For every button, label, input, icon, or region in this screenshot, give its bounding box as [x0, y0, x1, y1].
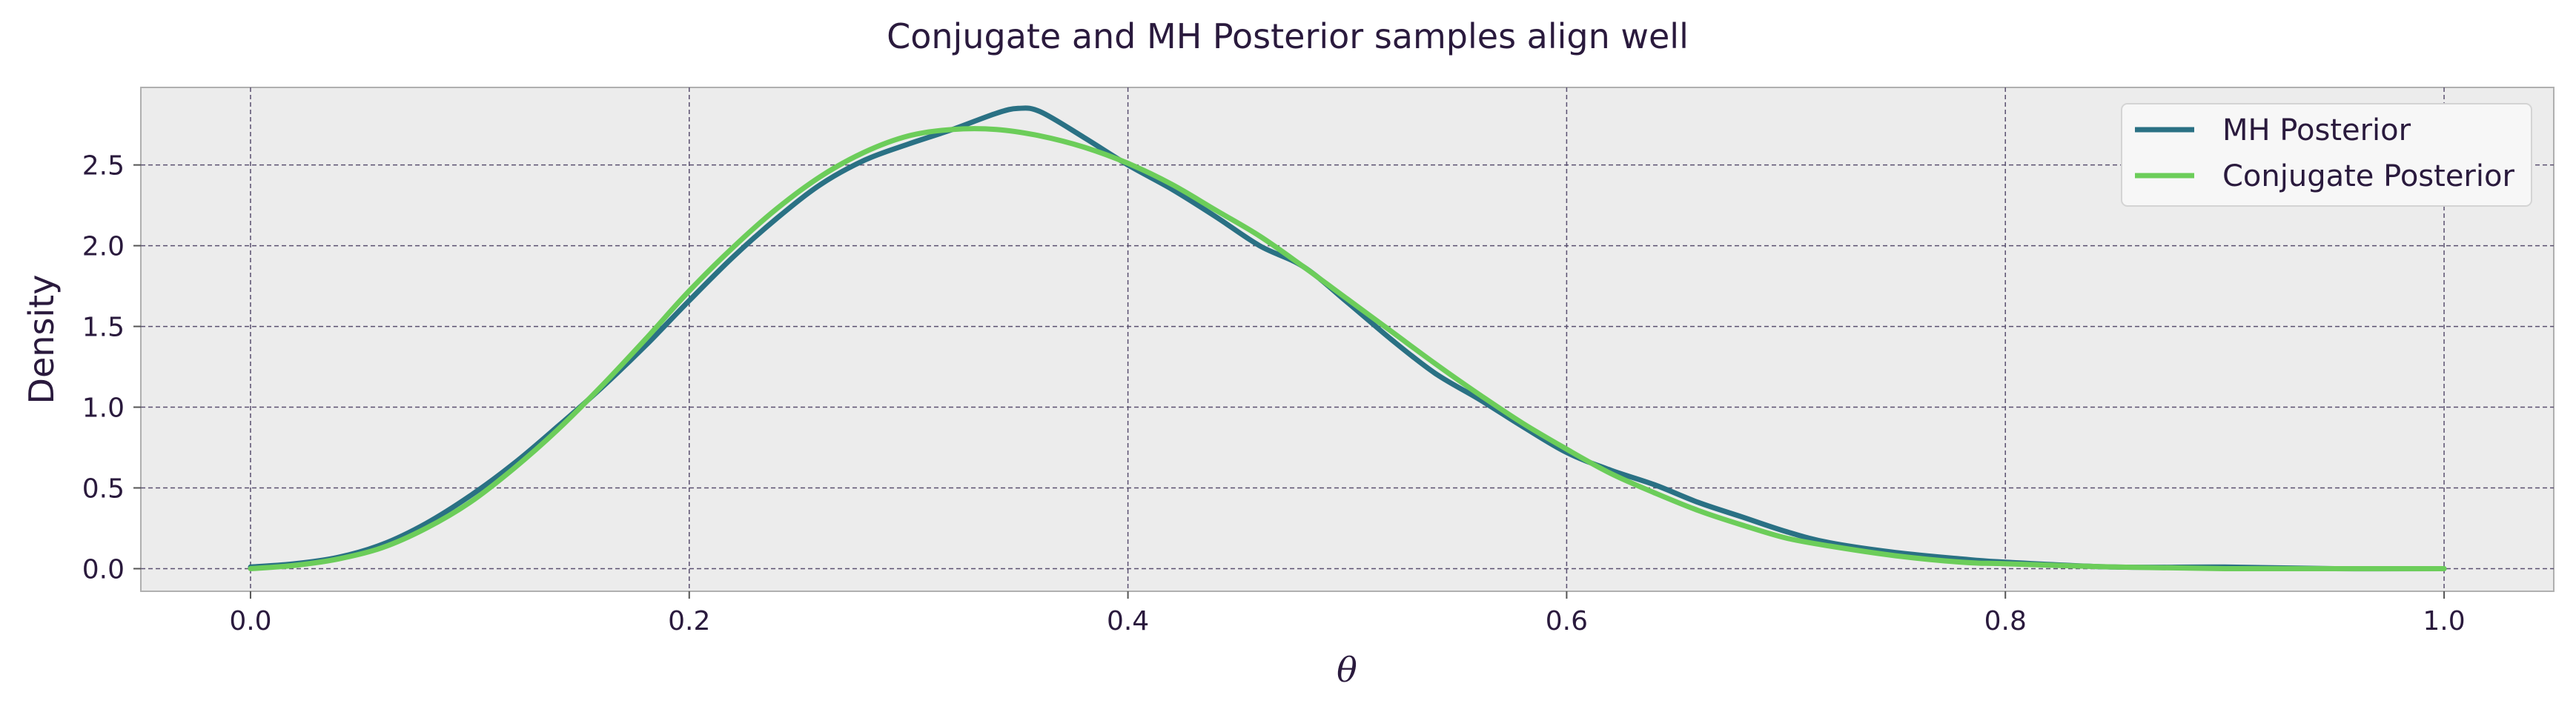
- legend-label-conjugate: Conjugate Posterior: [2222, 159, 2514, 193]
- y-axis: 0.0 0.5 1.0 1.5 2.0 2.5: [82, 151, 141, 585]
- series-lines: [248, 105, 2447, 572]
- y-tick-label: 0.5: [82, 474, 125, 505]
- y-axis-label: Density: [21, 275, 62, 405]
- x-tick-label: 0.0: [229, 606, 271, 636]
- y-tick-label: 1.5: [82, 313, 125, 343]
- y-tick-label: 0.0: [82, 554, 125, 585]
- y-tick-label: 2.0: [82, 232, 125, 262]
- x-tick-label: 0.8: [1984, 606, 2027, 636]
- x-tick-label: 0.4: [1107, 606, 1149, 636]
- series-line-conjugate-posterior: [248, 126, 2447, 572]
- legend-box: [2121, 103, 2532, 207]
- y-tick-label: 1.0: [82, 393, 125, 424]
- x-tick-label: 1.0: [2423, 606, 2465, 636]
- legend-label-mh: MH Posterior: [2222, 113, 2411, 147]
- x-axis-label: θ: [1337, 650, 1357, 690]
- chart-title: Conjugate and MH Posterior samples align…: [887, 16, 1689, 56]
- y-tick-label: 2.5: [82, 151, 125, 182]
- legend: MH Posterior Conjugate Posterior: [2121, 103, 2532, 207]
- x-axis: 0.0 0.2 0.4 0.6 0.8 1.0: [229, 591, 2466, 636]
- x-tick-label: 0.2: [668, 606, 710, 636]
- x-tick-label: 0.6: [1546, 606, 1588, 636]
